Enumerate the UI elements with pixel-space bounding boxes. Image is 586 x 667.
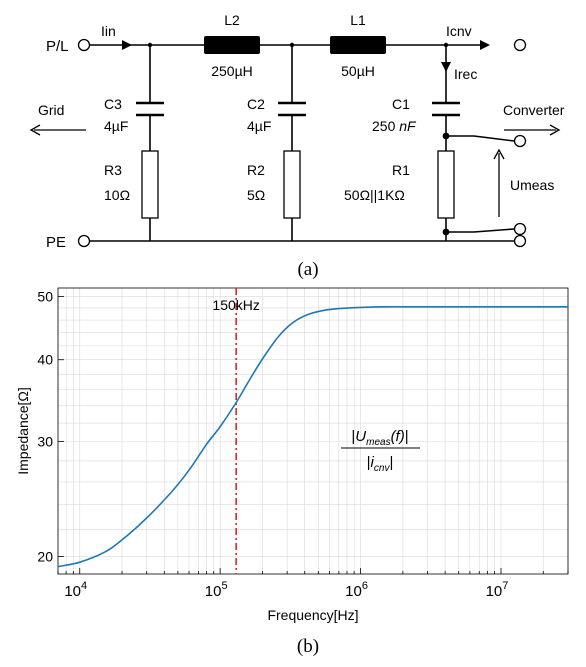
impedance-series-line bbox=[57, 305, 568, 568]
r1-name: R1 bbox=[392, 162, 410, 178]
circuit-diagram: P/L PE Iin Icnv Irec Grid Converter Umea… bbox=[29, 12, 565, 280]
formula-den-sub: cnv bbox=[374, 463, 391, 474]
current-iin-label: Iin bbox=[101, 23, 116, 39]
umeas-label: Umeas bbox=[510, 177, 554, 193]
formula-num-sub: meas bbox=[366, 437, 390, 448]
arrow-irec-icon bbox=[441, 62, 451, 72]
y-tick-label: 40 bbox=[37, 352, 53, 368]
l1-value: 50µH bbox=[341, 63, 375, 79]
x-tick-base: 10 bbox=[486, 583, 503, 600]
terminal-pl-label: P/L bbox=[46, 38, 69, 55]
resistor-r3 bbox=[141, 150, 159, 219]
x-tick-exponent: 4 bbox=[81, 580, 87, 592]
arrow-grid-icon bbox=[29, 124, 86, 136]
formula-denominator: |icnv| bbox=[367, 454, 394, 474]
formula-den-var: i bbox=[371, 454, 375, 471]
formula-num-arg: (f) bbox=[391, 428, 405, 445]
caption-b: (b) bbox=[297, 636, 319, 657]
y-tick-label: 50 bbox=[37, 288, 53, 304]
plot-frame bbox=[57, 287, 569, 575]
terminal-out-bottom bbox=[513, 234, 527, 248]
junction-dot bbox=[442, 228, 450, 236]
arrow-icnv-icon bbox=[480, 40, 490, 50]
x-tick-label: 104 bbox=[64, 580, 87, 600]
current-irec-label: Irec bbox=[454, 66, 477, 82]
current-icnv-label: Icnv bbox=[446, 23, 472, 39]
inductor-l1 bbox=[330, 36, 386, 54]
junction-dot bbox=[147, 42, 153, 48]
chart-ticks bbox=[57, 295, 569, 574]
terminal-pe bbox=[77, 234, 91, 248]
grid-label: Grid bbox=[38, 102, 64, 118]
y-axis-label: Impedance[Ω] bbox=[15, 387, 31, 475]
x-axis-label: Frequency[Hz] bbox=[267, 607, 358, 623]
capacitor-c1 bbox=[432, 101, 460, 117]
r2-name: R2 bbox=[247, 162, 265, 178]
inductor-l2 bbox=[204, 36, 260, 54]
impedance-formula: |Umeas(f)| |icnv| bbox=[341, 428, 420, 474]
resistor-r1 bbox=[437, 150, 455, 219]
terminal-meas-bottom bbox=[513, 222, 527, 236]
resistor-r2 bbox=[283, 150, 301, 219]
arrow-converter-icon bbox=[504, 124, 561, 136]
formula-num-var: U bbox=[355, 428, 366, 445]
c1-value: 250 nF bbox=[372, 118, 417, 134]
terminal-pe-label: PE bbox=[46, 234, 66, 251]
chart-gridlines bbox=[57, 288, 569, 574]
x-tick-base: 10 bbox=[64, 583, 81, 600]
x-tick-label: 106 bbox=[345, 580, 368, 600]
junction-dot bbox=[442, 132, 450, 140]
converter-label: Converter bbox=[503, 102, 565, 118]
x-tick-exponent: 5 bbox=[221, 580, 227, 592]
c1-value-num: 250 bbox=[372, 118, 396, 134]
c1-name: C1 bbox=[392, 96, 410, 112]
caption-a: (a) bbox=[297, 259, 318, 280]
chart-marks: 150kHz bbox=[57, 288, 568, 574]
junction-dot bbox=[289, 42, 295, 48]
terminal-pl bbox=[77, 38, 91, 52]
formula-numerator: |Umeas(f)| bbox=[351, 428, 408, 448]
l2-name: L2 bbox=[224, 12, 240, 28]
capacitor-c2 bbox=[278, 101, 306, 117]
y-tick-label: 20 bbox=[37, 548, 53, 564]
x-tick-exponent: 7 bbox=[502, 580, 508, 592]
x-tick-exponent: 6 bbox=[362, 580, 368, 592]
r3-name: R3 bbox=[104, 162, 122, 178]
cutoff-label: 150kHz bbox=[212, 297, 259, 313]
c1-value-unit: nF bbox=[399, 118, 417, 134]
arrow-iin-icon bbox=[122, 40, 132, 50]
c2-value: 4µF bbox=[247, 118, 271, 134]
r3-value: 10Ω bbox=[104, 187, 130, 203]
c2-name: C2 bbox=[247, 96, 265, 112]
c3-name: C3 bbox=[104, 96, 122, 112]
c3-value: 4µF bbox=[104, 118, 128, 134]
arrow-umeas-icon bbox=[493, 148, 505, 217]
y-tick-label: 30 bbox=[37, 433, 53, 449]
r1-value: 50Ω||1KΩ bbox=[344, 187, 405, 203]
l1-name: L1 bbox=[350, 12, 366, 28]
r2-value: 5Ω bbox=[247, 187, 265, 203]
capacitor-c3 bbox=[136, 101, 164, 117]
terminal-out-top bbox=[513, 38, 527, 52]
l2-value: 250µH bbox=[211, 63, 253, 79]
x-tick-label: 105 bbox=[205, 580, 228, 600]
junction-dot bbox=[443, 42, 449, 48]
x-tick-base: 10 bbox=[205, 583, 222, 600]
terminal-meas-top bbox=[513, 134, 527, 148]
x-tick-base: 10 bbox=[345, 583, 362, 600]
x-tick-label: 107 bbox=[486, 580, 509, 600]
